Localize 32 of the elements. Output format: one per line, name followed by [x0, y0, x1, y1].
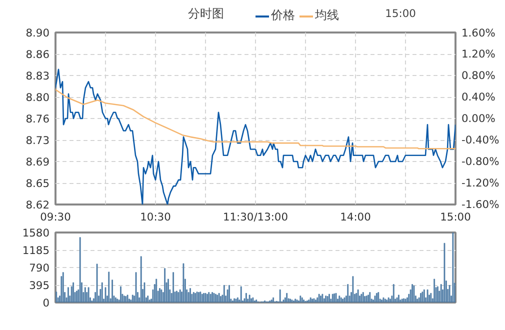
- x-tick-label: 11:30/13:00: [222, 210, 288, 224]
- text: 15:00: [385, 7, 416, 20]
- legend-label: 均线: [315, 7, 339, 24]
- y-tick-label: 0: [42, 296, 50, 310]
- x-tick-label: 09:30: [40, 210, 72, 224]
- chart-title: 分时图: [188, 6, 224, 20]
- text: -1.60%: [462, 198, 500, 211]
- y-tick-label: 8.65: [26, 177, 50, 190]
- text: -1.20%: [462, 176, 500, 190]
- text: 1.20%: [462, 48, 496, 60]
- y-tick-label: 1185: [22, 244, 50, 257]
- y-tick-label: 8.83: [26, 70, 50, 82]
- text: 0.00%: [462, 112, 496, 125]
- y-tick-label: 1580: [22, 226, 50, 240]
- text: 0.80%: [462, 69, 496, 82]
- x-tick-label: 14:00: [340, 210, 372, 224]
- y-tick-label: 8.62: [26, 198, 50, 212]
- y-tick-label: 8.69: [26, 156, 50, 168]
- y-tick-label: 8.73: [26, 134, 50, 147]
- x-tick-label: 15:00: [440, 210, 472, 224]
- y-tick-label: 8.76: [26, 112, 50, 126]
- y-tick-label: 8.80: [26, 91, 50, 104]
- y-tick-label: 395: [29, 279, 50, 292]
- text: 1.60%: [462, 26, 496, 40]
- text: -0.80%: [462, 155, 500, 168]
- legend-label: 价格: [271, 7, 295, 24]
- text: -0.40%: [462, 134, 500, 146]
- y-tick-label: 790: [29, 262, 50, 274]
- text: 0.40%: [462, 90, 496, 104]
- x-tick-label: 10:30: [140, 210, 172, 224]
- y-tick-label: 8.86: [26, 48, 50, 61]
- y-tick-label: 8.90: [26, 26, 50, 40]
